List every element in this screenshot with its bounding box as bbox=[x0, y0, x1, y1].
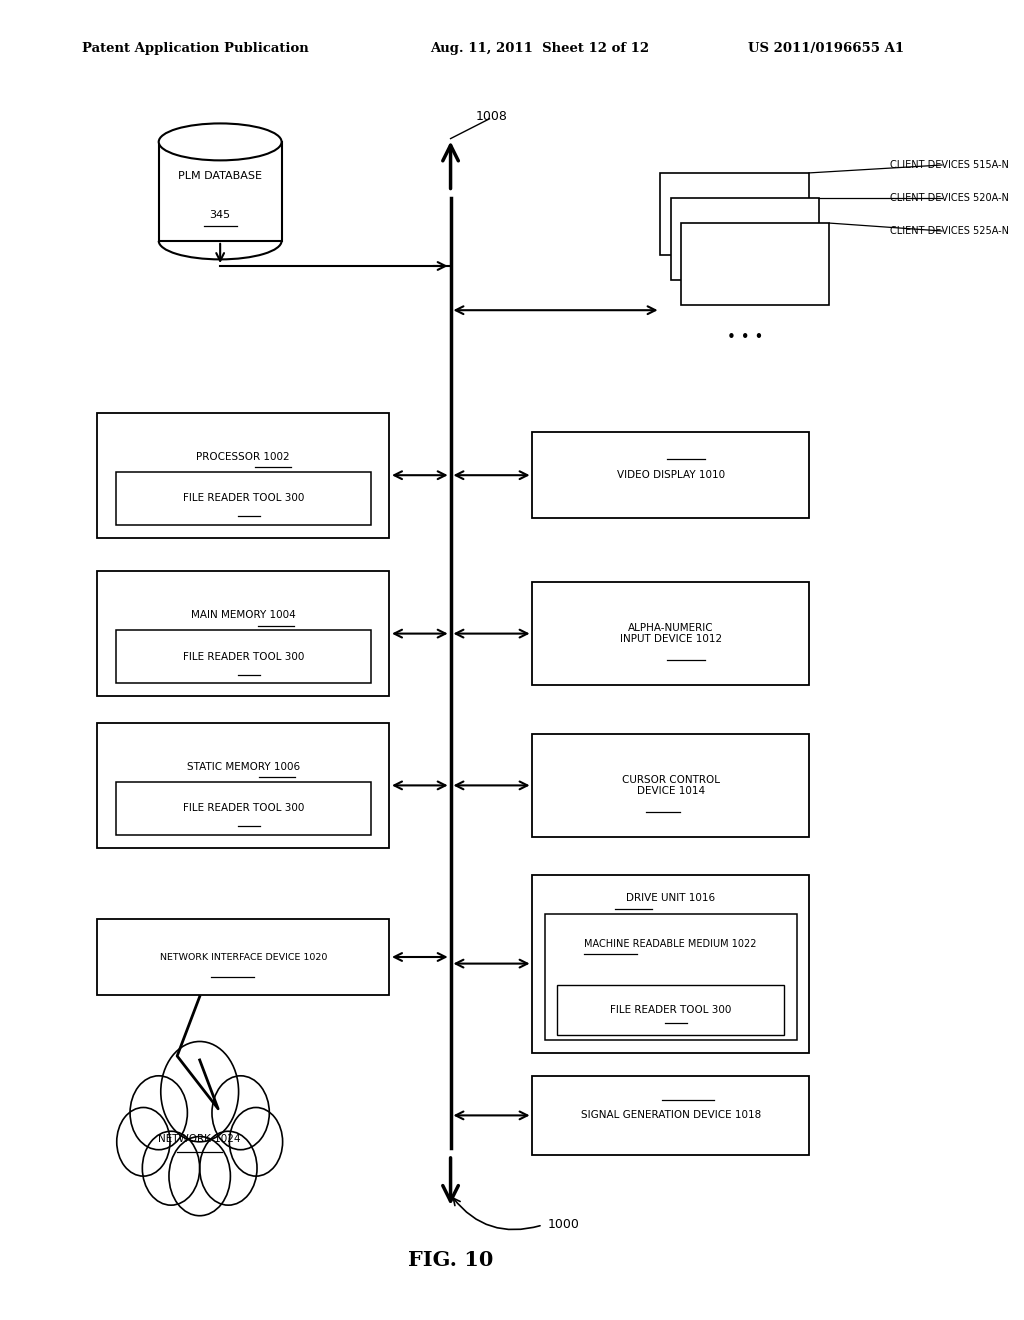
Circle shape bbox=[169, 1137, 230, 1216]
Text: 1008: 1008 bbox=[476, 110, 508, 123]
Text: FILE READER TOOL 300: FILE READER TOOL 300 bbox=[610, 1005, 731, 1015]
Bar bbox=[671, 198, 819, 280]
Text: MAIN MEMORY 1004: MAIN MEMORY 1004 bbox=[190, 610, 296, 620]
Circle shape bbox=[142, 1131, 200, 1205]
Circle shape bbox=[130, 1076, 187, 1150]
Text: 345: 345 bbox=[210, 210, 230, 220]
Circle shape bbox=[161, 1041, 239, 1142]
Text: NETWORK 1024: NETWORK 1024 bbox=[159, 1134, 241, 1144]
Text: ALPHA-NUMERIC
INPUT DEVICE 1012: ALPHA-NUMERIC INPUT DEVICE 1012 bbox=[620, 623, 722, 644]
Text: NETWORK INTERFACE DEVICE 1020: NETWORK INTERFACE DEVICE 1020 bbox=[160, 953, 327, 961]
Bar bbox=[532, 734, 809, 837]
Circle shape bbox=[229, 1107, 283, 1176]
Bar bbox=[97, 723, 389, 847]
Bar bbox=[97, 412, 389, 539]
Bar bbox=[97, 919, 389, 995]
Circle shape bbox=[200, 1131, 257, 1205]
Text: PROCESSOR 1002: PROCESSOR 1002 bbox=[197, 451, 290, 462]
Text: PLM DATABASE: PLM DATABASE bbox=[178, 170, 262, 181]
Bar bbox=[660, 173, 809, 255]
Text: 1000: 1000 bbox=[548, 1218, 580, 1232]
Text: Aug. 11, 2011  Sheet 12 of 12: Aug. 11, 2011 Sheet 12 of 12 bbox=[430, 42, 649, 55]
Text: CLIENT DEVICES 525A-N: CLIENT DEVICES 525A-N bbox=[890, 226, 1009, 236]
Text: VIDEO DISPLAY 1010: VIDEO DISPLAY 1010 bbox=[616, 470, 725, 480]
Text: FIG. 10: FIG. 10 bbox=[408, 1250, 494, 1270]
Text: MACHINE READABLE MEDIUM 1022: MACHINE READABLE MEDIUM 1022 bbox=[585, 939, 757, 949]
Text: CLIENT DEVICES 515A-N: CLIENT DEVICES 515A-N bbox=[890, 160, 1009, 170]
Bar bbox=[116, 781, 371, 834]
Bar bbox=[532, 1076, 809, 1155]
Text: FILE READER TOOL 300: FILE READER TOOL 300 bbox=[182, 804, 304, 813]
Text: STATIC MEMORY 1006: STATIC MEMORY 1006 bbox=[186, 762, 300, 772]
Text: CLIENT DEVICES 520A-N: CLIENT DEVICES 520A-N bbox=[890, 193, 1009, 203]
Text: • • •: • • • bbox=[727, 330, 763, 346]
Bar bbox=[116, 630, 371, 682]
Bar bbox=[97, 570, 389, 697]
Text: FILE READER TOOL 300: FILE READER TOOL 300 bbox=[182, 494, 304, 503]
Text: US 2011/0196655 A1: US 2011/0196655 A1 bbox=[748, 42, 903, 55]
Text: SIGNAL GENERATION DEVICE 1018: SIGNAL GENERATION DEVICE 1018 bbox=[581, 1110, 761, 1121]
Bar bbox=[557, 985, 784, 1035]
Bar bbox=[159, 143, 282, 242]
Circle shape bbox=[117, 1107, 170, 1176]
Text: Patent Application Publication: Patent Application Publication bbox=[82, 42, 308, 55]
Text: CURSOR CONTROL
DEVICE 1014: CURSOR CONTROL DEVICE 1014 bbox=[622, 775, 720, 796]
Circle shape bbox=[212, 1076, 269, 1150]
Text: DRIVE UNIT 1016: DRIVE UNIT 1016 bbox=[626, 894, 716, 903]
Bar bbox=[532, 582, 809, 685]
Bar bbox=[545, 913, 797, 1040]
Bar bbox=[116, 471, 371, 524]
Ellipse shape bbox=[159, 124, 282, 161]
Bar bbox=[532, 874, 809, 1053]
Bar bbox=[532, 432, 809, 517]
Bar bbox=[681, 223, 829, 305]
Text: FILE READER TOOL 300: FILE READER TOOL 300 bbox=[182, 652, 304, 661]
